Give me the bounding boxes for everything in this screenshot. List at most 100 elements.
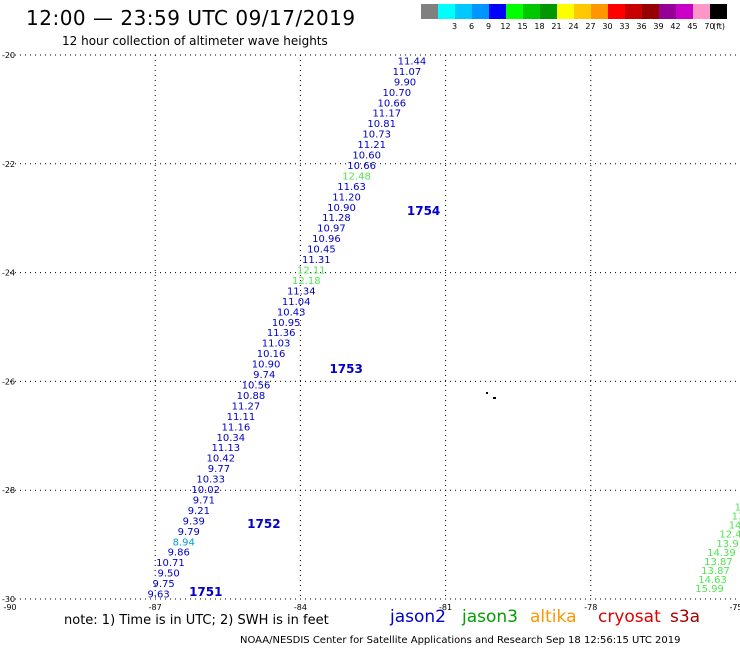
swh-value-label: 10.60	[352, 151, 381, 162]
swh-value-label: 12.11	[297, 266, 326, 277]
lon-tick-label: -90	[3, 603, 16, 612]
swh-value-label: 10.02	[191, 485, 220, 496]
legend-swatch	[489, 4, 506, 19]
swh-value-label: 11.31	[302, 255, 331, 266]
lat-tick-label: -28	[2, 486, 15, 495]
lat-tick-label: -22	[2, 160, 15, 169]
swh-value-label: 9.90	[394, 77, 416, 88]
swh-value-label: 10.95	[272, 318, 301, 329]
swh-value-label: 14.	[735, 503, 740, 514]
swh-value-label: 11.04	[282, 297, 311, 308]
swh-value-label: 14.39	[707, 548, 736, 559]
island-marker	[486, 392, 488, 394]
legend-swatch	[472, 4, 489, 19]
legend-label: 39	[653, 22, 664, 31]
legend-label: 15	[517, 22, 528, 31]
swh-value-label: 13.87	[704, 557, 733, 568]
swh-value-label: 13.	[732, 512, 740, 523]
pass-number-label: 1753	[329, 362, 362, 376]
swh-value-label: 10.70	[383, 88, 412, 99]
swh-value-label: 9.63	[147, 590, 169, 601]
legend-swatch	[540, 4, 557, 19]
lat-tick-label: -30	[2, 595, 15, 604]
swh-value-label: 15.99	[695, 584, 724, 595]
swh-value-label: 10.43	[277, 307, 306, 318]
pass-number-label: 1752	[247, 517, 280, 531]
legend-label: 33	[619, 22, 630, 31]
legend-label: 3	[451, 22, 458, 31]
legend-swatch	[557, 4, 574, 19]
swh-value-label: 11.63	[337, 182, 366, 193]
satellite-name-altika: altika	[530, 607, 577, 627]
legend-swatch	[591, 4, 608, 19]
swh-value-label: 12.18	[292, 276, 321, 287]
swh-value-label: 9.71	[193, 495, 215, 506]
swh-value-label: 10.88	[237, 391, 266, 402]
swh-value-label: 11.03	[262, 339, 291, 350]
swh-value-label: 9.21	[188, 506, 210, 517]
page-subtitle: 12 hour collection of altimeter wave hei…	[62, 34, 328, 48]
swh-value-label: 10.66	[377, 98, 406, 109]
swh-value-label: 11.28	[322, 213, 351, 224]
legend-label: 18	[534, 22, 545, 31]
legend-swatch	[710, 4, 727, 19]
swh-value-label: 10.66	[347, 161, 376, 172]
page-title: 12:00 — 23:59 UTC 09/17/2019	[26, 6, 356, 30]
swh-value-label: 10.81	[367, 119, 396, 130]
swh-value-label: 11.27	[232, 401, 261, 412]
swh-value-label: 9.86	[168, 548, 190, 559]
legend-swatch	[625, 4, 642, 19]
graticule: -90 -87 -84 -81 -78 -75 -20 -22 -24 -26 -28 -30	[2, 51, 740, 612]
swh-value-label: 12.48	[342, 171, 371, 182]
footer-credit: NOAA/NESDIS Center for Satellite Applica…	[240, 635, 681, 646]
swh-value-label: 11.34	[287, 286, 316, 297]
swh-value-label: 10.45	[307, 245, 336, 256]
legend-swatch	[659, 4, 676, 19]
legend-swatch	[455, 4, 472, 19]
swh-value-label: 11.20	[332, 192, 361, 203]
swh-value-label: 10.33	[196, 475, 225, 486]
map-markers	[486, 392, 496, 399]
legend-swatch	[676, 4, 693, 19]
legend-swatch	[693, 4, 710, 19]
pass-number-label: 1754	[407, 204, 440, 218]
swh-value-label: 11.17	[372, 109, 401, 120]
legend-swatch	[506, 4, 523, 19]
swh-value-label: 11.07	[393, 67, 422, 78]
swh-value-label: 11.44	[398, 56, 427, 67]
swh-value-label: 14.	[729, 521, 740, 532]
legend-label: 6	[468, 22, 475, 31]
legend-unit: (ft)	[713, 22, 726, 31]
lon-tick-label: -78	[584, 603, 597, 612]
lon-tick-label: -75	[729, 603, 740, 612]
swh-value-label: 10.96	[312, 234, 341, 245]
swh-value-label: 10.34	[217, 433, 246, 444]
legend-label: 21	[551, 22, 562, 31]
lat-tick-label: -26	[2, 377, 15, 386]
lon-tick-label: -84	[294, 603, 307, 612]
pass-numbers: 1754 1753 1752 1751	[189, 204, 440, 599]
lat-tick-label: -24	[2, 269, 15, 278]
swh-value-label: 11.36	[267, 328, 296, 339]
pass-number-label: 1751	[189, 585, 222, 599]
satellite-name-jason3: jason3	[462, 607, 518, 627]
swh-value-label: 11.16	[222, 422, 251, 433]
legend-label: 42	[670, 22, 681, 31]
legend-swatch	[642, 4, 659, 19]
swh-value-label: 10.90	[327, 203, 356, 214]
legend-label: 27	[585, 22, 596, 31]
swh-value-label: 10.90	[252, 360, 281, 371]
altimeter-tracks: 11.4411.079.9010.7010.6611.1710.8110.731…	[147, 56, 740, 600]
swh-value-label: 13.87	[701, 566, 730, 577]
swh-value-label: 9.75	[152, 579, 174, 590]
swh-value-label: 11.11	[227, 412, 256, 423]
swh-value-label: 14.63	[698, 575, 727, 586]
swh-value-label: 9.39	[183, 516, 205, 527]
legend-swatch	[438, 4, 455, 19]
legend-label: 12	[500, 22, 511, 31]
swh-value-label: 9.50	[158, 569, 180, 580]
legend-label: 9	[485, 22, 492, 31]
swh-value-label: 12.4	[719, 530, 740, 541]
swh-value-label: 11.21	[357, 140, 386, 151]
swh-value-label: 10.56	[242, 380, 271, 391]
